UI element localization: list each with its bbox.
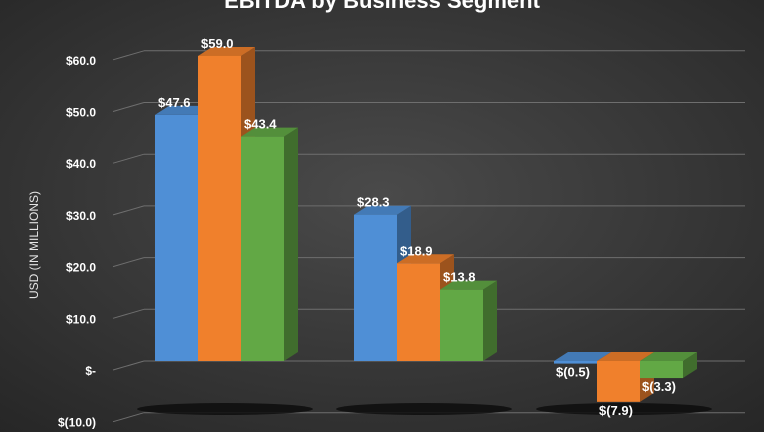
bar-side bbox=[483, 280, 497, 361]
data-label: $28.3 bbox=[357, 195, 390, 210]
bar-2-1 bbox=[597, 352, 654, 402]
bar-side bbox=[683, 352, 697, 379]
y-tick-label: $10.0 bbox=[66, 312, 96, 326]
data-label: $(3.3) bbox=[642, 379, 676, 394]
bar-top bbox=[198, 46, 255, 56]
y-tick-label: $30.0 bbox=[66, 209, 96, 223]
gridline-depth bbox=[112, 153, 145, 164]
bar-top bbox=[440, 280, 497, 290]
bar-front bbox=[440, 289, 483, 361]
bar-top bbox=[354, 205, 411, 215]
y-tick-label: $20.0 bbox=[66, 261, 96, 275]
bar-front bbox=[597, 361, 640, 402]
bar-top bbox=[155, 105, 212, 115]
bar-front bbox=[397, 263, 440, 361]
gridline-depth bbox=[112, 205, 145, 216]
bar-side bbox=[284, 127, 298, 361]
y-tick-label: $- bbox=[85, 364, 96, 378]
gridline-depth bbox=[112, 50, 145, 61]
chart-title: EBITDA by Business Segment bbox=[224, 0, 540, 13]
y-axis-title: USD (IN MILLIONS) bbox=[27, 191, 41, 299]
bar-top bbox=[397, 254, 454, 264]
gridline-depth bbox=[112, 360, 145, 371]
group-floor-shadow bbox=[336, 403, 512, 415]
group-floor-shadow bbox=[137, 403, 313, 415]
data-label: $59.0 bbox=[201, 36, 234, 51]
bar-front bbox=[354, 214, 397, 361]
y-tick-label: $40.0 bbox=[66, 157, 96, 171]
bar-2-2 bbox=[640, 352, 697, 379]
bar-top bbox=[640, 352, 697, 361]
data-label: $(0.5) bbox=[556, 365, 590, 380]
data-label: $13.8 bbox=[443, 270, 476, 285]
bar-front bbox=[640, 361, 683, 379]
gridline-depth bbox=[112, 308, 145, 319]
bar-front bbox=[198, 55, 241, 361]
y-tick-label: $(10.0) bbox=[58, 416, 96, 430]
data-label: $47.6 bbox=[158, 95, 191, 110]
group-floor-shadow bbox=[536, 403, 712, 415]
bar-0-2 bbox=[241, 127, 298, 361]
data-label: $(7.9) bbox=[599, 403, 633, 418]
gridline-depth bbox=[112, 412, 145, 423]
bar-1-2 bbox=[440, 280, 497, 361]
data-label: $18.9 bbox=[400, 243, 433, 258]
bar-top bbox=[597, 352, 654, 361]
y-tick-label: $60.0 bbox=[66, 54, 96, 68]
y-tick-label: $50.0 bbox=[66, 106, 96, 120]
bar-front bbox=[155, 114, 198, 362]
bar-front bbox=[554, 361, 597, 364]
bar-top bbox=[241, 127, 298, 137]
gridline-depth bbox=[112, 102, 145, 112]
bar-front bbox=[241, 136, 284, 361]
gridline-depth bbox=[112, 257, 145, 268]
data-label: $43.4 bbox=[244, 117, 277, 132]
bar-top bbox=[554, 352, 611, 361]
